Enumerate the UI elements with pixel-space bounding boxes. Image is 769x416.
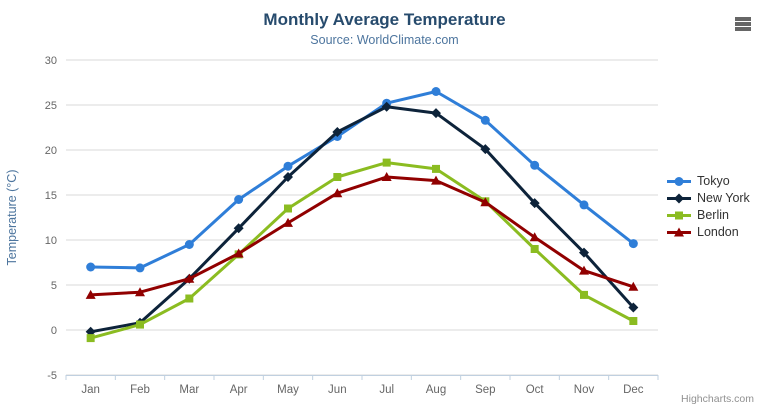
data-point-berlin[interactable] — [382, 158, 391, 167]
data-point-london[interactable] — [529, 232, 540, 242]
data-point-new-york[interactable] — [628, 302, 639, 313]
data-point-berlin[interactable] — [185, 294, 194, 303]
data-point-new-york[interactable] — [431, 108, 441, 119]
data-point-berlin[interactable] — [530, 245, 539, 253]
series-new-york[interactable] — [85, 101, 639, 337]
legend-label: Berlin — [697, 208, 729, 222]
data-point-tokyo[interactable] — [135, 263, 145, 273]
credits-link[interactable]: Highcharts.com — [681, 393, 754, 405]
hamburger-icon — [735, 27, 751, 31]
y-axis-label: 20 — [45, 145, 57, 157]
data-point-new-york[interactable] — [332, 127, 343, 137]
data-point-tokyo[interactable] — [431, 87, 441, 96]
data-point-berlin[interactable] — [580, 290, 588, 299]
y-axis-label: 5 — [51, 280, 57, 292]
legend-item-tokyo[interactable]: Tokyo — [666, 174, 750, 188]
data-point-tokyo[interactable] — [480, 115, 490, 125]
y-axis-label: -5 — [47, 370, 57, 382]
x-axis-label: Nov — [574, 384, 595, 396]
y-axis-title: Temperature (°C) — [5, 170, 19, 266]
hamburger-icon — [735, 22, 751, 26]
x-axis-label: Jan — [81, 384, 100, 396]
data-point-tokyo[interactable] — [234, 195, 244, 204]
data-point-new-york[interactable] — [579, 247, 589, 258]
x-axis-label: May — [277, 384, 299, 396]
data-point-london[interactable] — [85, 289, 96, 299]
data-point-london[interactable] — [184, 273, 195, 283]
data-point-london[interactable] — [431, 175, 441, 185]
series-london[interactable] — [85, 172, 639, 299]
data-point-berlin[interactable] — [432, 164, 440, 173]
data-point-berlin[interactable] — [629, 317, 638, 325]
series-line-berlin — [89, 161, 635, 340]
data-point-new-york[interactable] — [480, 144, 491, 155]
data-point-berlin[interactable] — [333, 173, 342, 181]
context-menu-button[interactable] — [731, 13, 755, 35]
chart-title: Monthly Average Temperature — [263, 10, 506, 29]
legend-item-new-york[interactable]: New York — [666, 191, 750, 205]
x-axis-label: Jul — [379, 384, 394, 396]
legend-marker-berlin — [675, 211, 683, 219]
data-point-new-york[interactable] — [381, 101, 392, 112]
y-axis-label: 25 — [45, 100, 57, 112]
data-point-berlin[interactable] — [136, 320, 144, 329]
x-axis-label: Oct — [526, 384, 545, 396]
x-axis-label: Aug — [426, 384, 446, 396]
y-axis-label: 15 — [45, 190, 57, 202]
legend-marker-circle-icon — [667, 176, 691, 186]
legend-marker-london — [674, 227, 684, 236]
data-point-london[interactable] — [233, 248, 244, 258]
data-point-london[interactable] — [480, 197, 491, 207]
legend-marker-triangle-icon — [667, 227, 691, 236]
y-axis-label: 30 — [45, 55, 57, 67]
data-point-new-york[interactable] — [233, 223, 244, 234]
data-point-tokyo[interactable] — [579, 200, 589, 210]
y-axis-label: 0 — [51, 325, 57, 337]
series-line-london — [89, 175, 635, 297]
data-point-tokyo[interactable] — [530, 160, 540, 170]
data-point-london[interactable] — [332, 188, 343, 198]
data-point-new-york[interactable] — [529, 198, 540, 209]
data-point-berlin[interactable] — [86, 334, 95, 343]
data-point-london[interactable] — [283, 217, 293, 227]
x-axis-label: Dec — [623, 384, 644, 396]
series-tokyo[interactable] — [86, 87, 638, 273]
x-axis-label: Sep — [475, 384, 495, 396]
data-point-london[interactable] — [135, 287, 145, 297]
x-axis-label: Jun — [328, 384, 347, 396]
legend-item-berlin[interactable]: Berlin — [666, 208, 750, 222]
legend-marker-diamond-icon — [667, 193, 691, 203]
data-point-tokyo[interactable] — [283, 161, 293, 171]
series-line-new-york — [89, 105, 635, 334]
chart-subtitle: Source: WorldClimate.com — [310, 33, 459, 47]
legend-marker-new-york — [674, 193, 684, 203]
data-point-tokyo[interactable] — [628, 239, 638, 249]
x-axis-label: Apr — [230, 384, 248, 396]
data-point-london[interactable] — [381, 172, 392, 181]
legend-label: Tokyo — [697, 174, 730, 188]
legend-item-london[interactable]: London — [666, 225, 750, 239]
data-point-tokyo[interactable] — [86, 262, 96, 272]
y-axis-label: 10 — [45, 235, 57, 247]
legend: Tokyo New York Berlin London — [666, 174, 750, 239]
legend-label: New York — [697, 191, 750, 205]
data-point-tokyo[interactable] — [184, 240, 194, 249]
legend-marker-tokyo — [674, 176, 684, 186]
x-axis-label: Feb — [130, 384, 150, 396]
data-point-berlin[interactable] — [284, 204, 292, 213]
legend-label: London — [697, 225, 739, 239]
legend-marker-square-icon — [667, 211, 691, 219]
hamburger-icon — [735, 17, 751, 21]
data-point-london[interactable] — [628, 281, 639, 291]
data-point-new-york[interactable] — [283, 172, 293, 182]
x-axis-label: Mar — [179, 384, 199, 396]
data-point-london[interactable] — [579, 265, 589, 275]
